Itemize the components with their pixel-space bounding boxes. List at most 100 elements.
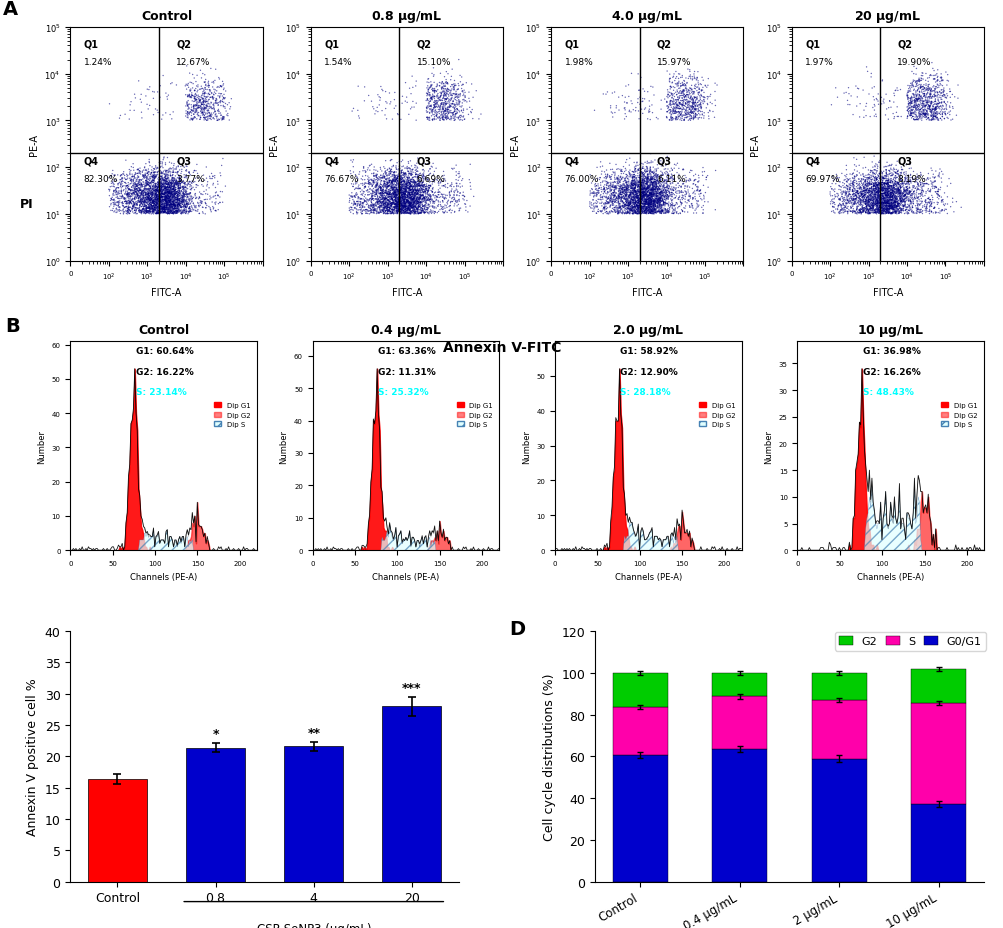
Point (164, 189, 181, 204)
Point (447, 107, 463, 122)
Point (625, 179, 641, 194)
Point (903, 95, 919, 110)
Point (645, 88, 661, 103)
Point (648, 188, 664, 203)
Point (604, 162, 620, 177)
Point (424, 105, 440, 120)
Point (903, 107, 919, 122)
Point (393, 198, 409, 213)
Point (166, 199, 183, 213)
Point (636, 186, 652, 200)
Point (428, 190, 444, 205)
Point (868, 173, 884, 187)
Point (404, 204, 420, 219)
Point (640, 193, 656, 208)
Point (424, 114, 440, 129)
Point (173, 173, 189, 187)
Point (170, 200, 186, 214)
Point (141, 192, 157, 207)
Point (926, 107, 942, 122)
Point (400, 165, 416, 180)
Point (148, 189, 164, 204)
Point (388, 190, 404, 205)
Point (379, 185, 395, 200)
Point (609, 207, 625, 222)
Point (129, 162, 145, 177)
Point (153, 190, 170, 205)
Point (638, 200, 654, 215)
Point (625, 189, 641, 204)
Point (872, 165, 888, 180)
Point (845, 189, 861, 204)
Point (394, 201, 410, 216)
Point (170, 190, 186, 205)
Point (402, 188, 418, 203)
Point (624, 200, 640, 214)
Point (163, 204, 180, 219)
Point (882, 187, 898, 201)
Point (866, 178, 882, 193)
Point (879, 176, 895, 191)
Point (637, 202, 653, 217)
Point (210, 188, 226, 203)
Point (618, 176, 634, 191)
Point (635, 173, 651, 187)
Point (414, 179, 430, 194)
Point (864, 101, 880, 116)
Point (903, 104, 919, 119)
Point (397, 168, 413, 183)
Point (413, 192, 429, 207)
Point (400, 167, 416, 182)
Point (658, 180, 674, 195)
Point (441, 199, 457, 213)
Point (881, 190, 897, 205)
Point (171, 181, 187, 196)
Point (631, 174, 647, 189)
Point (386, 170, 402, 185)
Point (907, 92, 923, 107)
Point (399, 187, 415, 202)
Point (436, 104, 452, 119)
Point (582, 201, 598, 216)
Point (414, 171, 430, 186)
Point (397, 182, 413, 197)
Point (923, 97, 939, 111)
Point (165, 182, 182, 197)
Point (834, 186, 851, 200)
Point (158, 172, 175, 187)
Point (865, 200, 881, 215)
Point (637, 165, 653, 180)
Point (897, 198, 913, 213)
Point (147, 201, 163, 216)
Point (445, 97, 461, 112)
Point (396, 206, 412, 221)
Point (135, 189, 151, 204)
Point (172, 163, 188, 178)
Point (193, 105, 209, 120)
Point (617, 187, 633, 202)
Point (450, 198, 466, 213)
Point (446, 99, 462, 114)
Point (426, 207, 442, 222)
Point (644, 205, 660, 220)
Point (194, 97, 210, 112)
Point (414, 163, 430, 178)
Point (372, 193, 388, 208)
Point (411, 187, 427, 202)
Point (112, 178, 128, 193)
Point (129, 174, 145, 189)
Title: 0.8 $\mathbf{\mu}$g/mL: 0.8 $\mathbf{\mu}$g/mL (371, 8, 442, 24)
Point (125, 180, 141, 195)
Point (663, 189, 679, 204)
Point (141, 203, 157, 218)
Point (876, 183, 892, 198)
Point (627, 194, 643, 209)
Point (615, 167, 631, 182)
Point (171, 204, 187, 219)
Point (161, 190, 178, 205)
Point (165, 191, 182, 206)
Point (857, 205, 873, 220)
Point (169, 204, 185, 219)
Point (598, 200, 614, 214)
Point (619, 202, 635, 217)
